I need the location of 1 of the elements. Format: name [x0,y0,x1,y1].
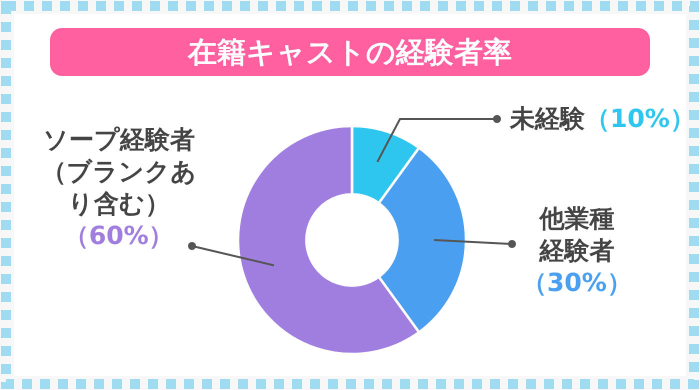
title: 在籍キャストの経験者率 [50,28,650,76]
